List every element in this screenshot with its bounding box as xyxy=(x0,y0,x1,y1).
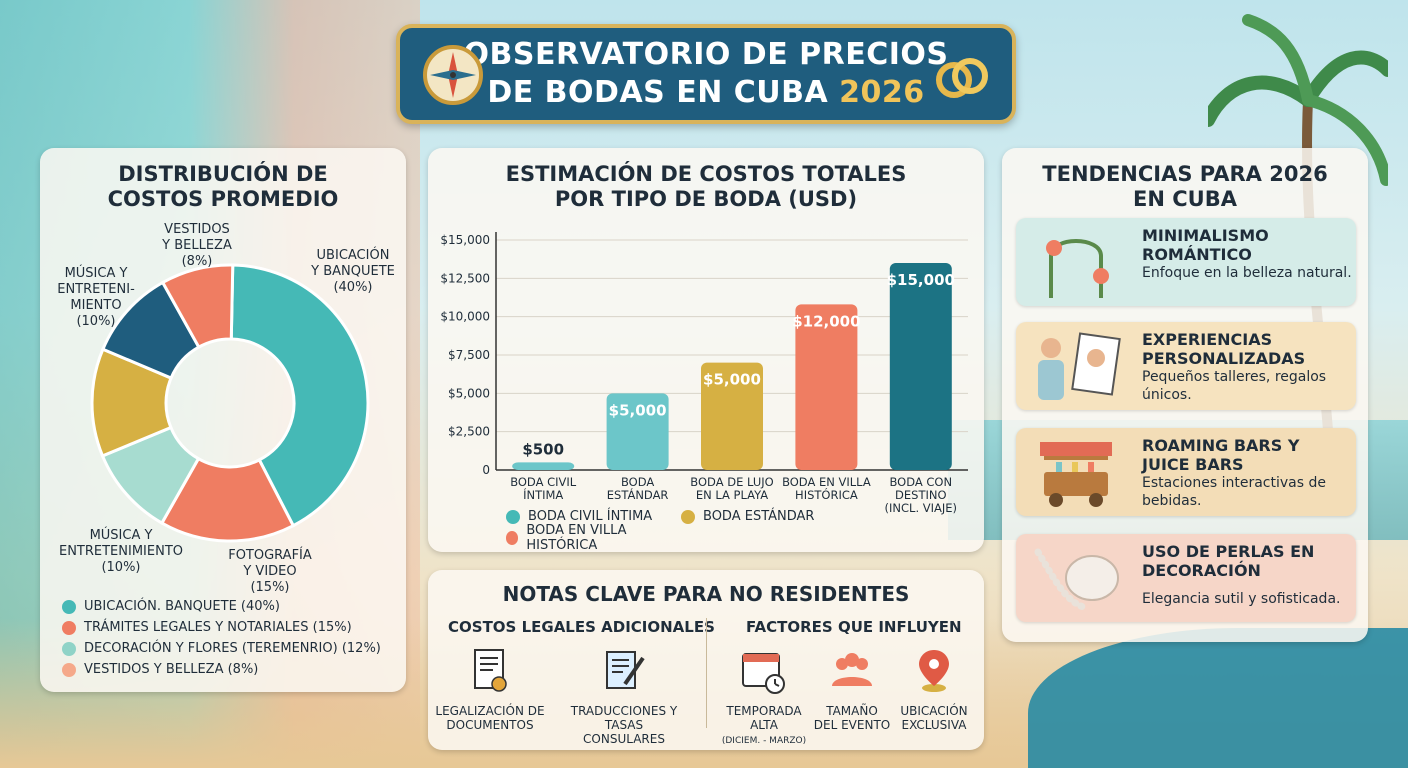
x-tick-label: BODA EN VILLA xyxy=(782,475,871,489)
donut-slice xyxy=(160,263,235,350)
document-pen-icon xyxy=(606,651,645,689)
trend-description: Estaciones interactivas de bebidas. xyxy=(1142,475,1326,509)
note-ubicacion: UBICACIÓN EXCLUSIVA xyxy=(874,646,994,732)
legend-dot xyxy=(62,599,76,614)
x-tick-label: BODA CIVIL xyxy=(510,475,577,489)
bar-value-label: $5,000 xyxy=(609,401,667,419)
x-tick-label: DESTINO xyxy=(895,488,947,502)
bar-value-label: $500 xyxy=(522,440,564,458)
x-tick-label: BODA xyxy=(621,475,654,489)
bar xyxy=(512,462,575,470)
note-tamano: TAMAÑO DEL EVENTO xyxy=(792,646,912,732)
donut-legend: Ubicación. Banquete (40%) Trámites legal… xyxy=(62,596,381,680)
bar-chart-title: ESTIMACIÓN DE COSTOS TOTALES POR TIPO DE … xyxy=(505,162,907,211)
x-tick-label: EN LA PLAYA xyxy=(696,488,768,502)
donut-chart xyxy=(90,263,370,543)
trend-title: Roaming bars y juice bars xyxy=(1142,436,1300,474)
bar-value-label: $12,000 xyxy=(792,312,860,330)
donut-slice xyxy=(229,263,370,528)
label-fotografia: FOTOGRAFÍA Y VIDEO (15%) xyxy=(228,548,312,595)
trend-description: Pequeños talleres, regalos únicos. xyxy=(1142,369,1327,403)
trend-card: Experiencias personalizadas Pequeños tal… xyxy=(1016,322,1356,410)
bar xyxy=(795,304,858,470)
legend-dot xyxy=(62,662,76,677)
note-traducciones: TRADUCCIONES Y TASAS CONSULARES xyxy=(564,646,684,746)
trend-card: Roaming bars y juice bars Estaciones int… xyxy=(1016,428,1356,516)
x-tick-label: HISTÓRICA xyxy=(795,487,858,502)
drink-cart-icon xyxy=(1040,442,1112,507)
trends-title: TENDENCIAS PARA 2026 EN CUBA xyxy=(1042,162,1328,211)
note-legalizacion: LEGALIZACIÓN DE DOCUMENTOS xyxy=(430,646,550,732)
trends-panel: TENDENCIAS PARA 2026 EN CUBA Minimalismo … xyxy=(1002,148,1368,642)
notes-divider xyxy=(706,618,707,728)
pearls-icon xyxy=(1034,548,1119,612)
page-title: OBSERVATORIO DE PRECIOS DE BODAS EN CUBA… xyxy=(463,37,949,110)
y-tick-label: 0 xyxy=(482,463,490,477)
notes-panel: NOTAS CLAVE PARA NO RESIDENTES Costos le… xyxy=(428,570,984,750)
compass-icon xyxy=(423,45,483,105)
x-tick-label: (INCL. VIAJE) xyxy=(885,501,958,515)
flower-arch-icon xyxy=(1046,239,1109,298)
y-tick-label: $2,500 xyxy=(448,425,490,439)
legend-dot xyxy=(681,509,695,524)
bar-legend: Boda civil íntima Boda estándar Boda en … xyxy=(506,506,866,553)
bar xyxy=(889,263,952,470)
bar xyxy=(701,362,763,470)
bar-value-label: $15,000 xyxy=(887,271,955,289)
y-tick-label: $10,000 xyxy=(440,310,490,324)
legend-item: Vestidos y belleza (8%) xyxy=(62,659,381,680)
legend-dot xyxy=(506,509,520,524)
location-pin-icon xyxy=(919,650,949,692)
bar-value-label: $5,000 xyxy=(703,371,761,389)
notes-title: NOTAS CLAVE PARA NO RESIDENTES xyxy=(502,582,910,606)
legend-item: Decoración y flores (teremenrio) (12%) xyxy=(62,638,381,659)
label-musica-top: MÚSICA Y ENTRETENI- MIENTO (10%) xyxy=(57,266,135,329)
trend-title: Uso de perlas en decoración xyxy=(1142,542,1315,580)
label-ubicacion: UBICACIÓN Y BANQUETE (40%) xyxy=(311,248,395,295)
legend-dot xyxy=(506,530,519,545)
trend-title: Experiencias personalizadas xyxy=(1142,330,1306,368)
background-wave xyxy=(1028,628,1408,768)
notes-right-heading: Factores que influyen xyxy=(746,618,962,636)
legend-item: Trámites legales y notariales (15%) xyxy=(62,617,381,638)
label-musica-bottom: MÚSICA Y ENTRETENIMIENTO (10%) xyxy=(58,528,183,575)
portrait-artist-icon xyxy=(1038,332,1121,400)
trend-description: Elegancia sutil y sofisticada. xyxy=(1142,591,1341,607)
trend-card: Minimalismo romántico Enfoque en la bell… xyxy=(1016,218,1356,306)
total-cost-panel: ESTIMACIÓN DE COSTOS TOTALES POR TIPO DE … xyxy=(428,148,984,553)
trend-card: Uso de perlas en decoración Elegancia su… xyxy=(1016,534,1356,622)
notes-left-heading: Costos legales adicionales xyxy=(448,618,715,636)
legend-item: Boda en villa histórica xyxy=(506,523,681,553)
cost-distribution-panel: Distribución de costos promedio VESTIDOS Y… xyxy=(40,148,406,692)
legend-item: Ubicación. Banquete (40%) xyxy=(62,596,381,617)
document-seal-icon xyxy=(474,649,507,692)
donut-title: Distribución de costos promedio xyxy=(107,162,339,211)
trend-description: Enfoque en la belleza natural. xyxy=(1142,265,1352,281)
x-tick-label: BODA DE LUJO xyxy=(690,475,773,489)
legend-item: Boda estándar xyxy=(681,506,856,527)
legend-dot xyxy=(62,620,76,635)
bar xyxy=(606,393,669,470)
calendar-clock-icon xyxy=(742,653,785,694)
title-banner: OBSERVATORIO DE PRECIOS DE BODAS EN CUBA… xyxy=(396,24,1016,124)
y-tick-label: $15,000 xyxy=(440,233,490,247)
legend-dot xyxy=(62,641,76,656)
bar-chart: 0 $2,500 $5,000 $7,500 $10,000 $12,500 $15,000… xyxy=(440,232,968,515)
x-tick-label: ÍNTIMA xyxy=(523,487,563,502)
label-vestidos: VESTIDOS Y BELLEZA (8%) xyxy=(162,222,232,269)
y-tick-label: $7,500 xyxy=(448,348,490,362)
people-icon xyxy=(832,653,872,686)
y-tick-label: $12,500 xyxy=(440,271,490,285)
trend-title: Minimalismo romántico xyxy=(1142,226,1269,264)
x-tick-label: BODA CON xyxy=(889,475,952,489)
legend-item: Boda civil íntima xyxy=(506,506,681,527)
x-tick-label: ESTÁNDAR xyxy=(607,487,669,502)
wedding-rings-icon xyxy=(936,58,988,98)
note-temporada: TEMPORADA ALTA (Diciem. - Marzo) xyxy=(704,646,824,747)
y-tick-label: $5,000 xyxy=(448,386,490,400)
